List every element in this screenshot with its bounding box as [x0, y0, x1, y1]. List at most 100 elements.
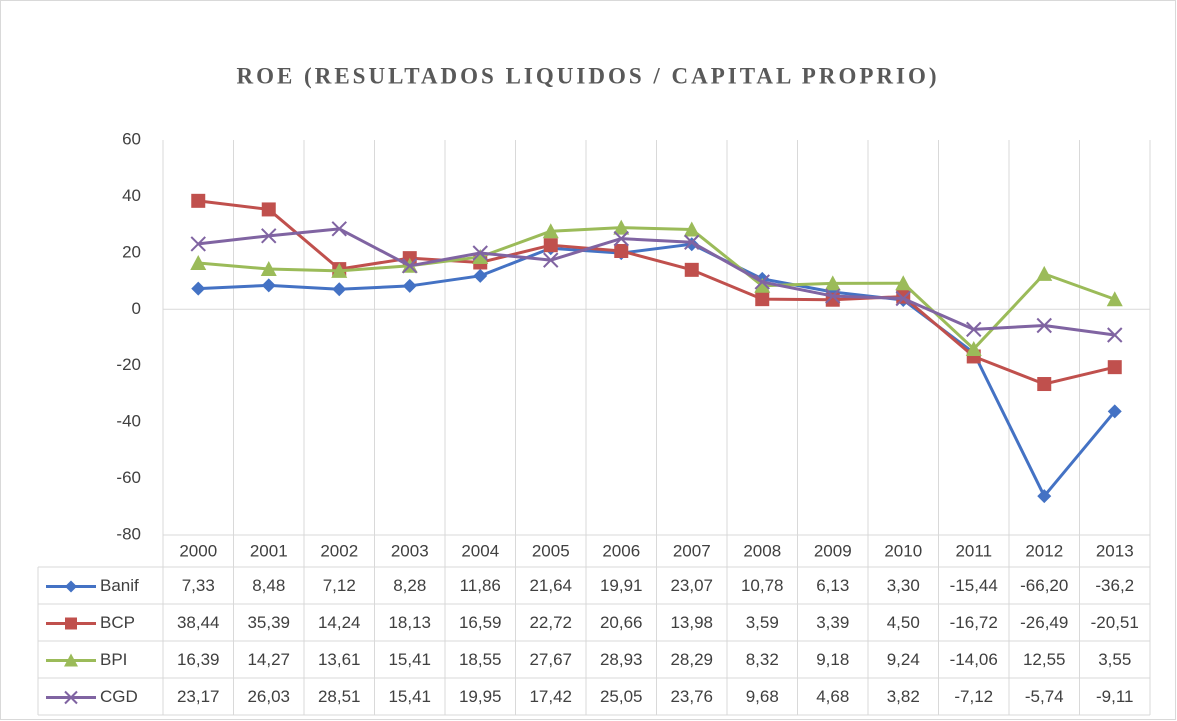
marker-stroke — [895, 290, 911, 307]
table-value: 4,68 — [816, 687, 849, 706]
table-value: 21,64 — [529, 576, 572, 595]
marker-stroke — [754, 274, 770, 290]
marker — [1107, 360, 1122, 375]
table-value: -36,2 — [1095, 576, 1134, 595]
table-value: 10,78 — [741, 576, 784, 595]
series-line — [198, 199, 1116, 386]
table-value: -5,74 — [1025, 687, 1064, 706]
marker-stroke — [402, 258, 418, 274]
x-tick-label: 2003 — [391, 541, 429, 560]
table-value: 7,33 — [182, 576, 215, 595]
table-value: 3,59 — [746, 613, 779, 632]
table-value: 11,86 — [460, 576, 501, 595]
table-value: 23,76 — [670, 687, 713, 706]
y-tick-label: -80 — [116, 524, 141, 543]
chart-title: ROE (RESULTADOS LIQUIDOS / CAPITAL PROPR… — [236, 63, 939, 88]
marker — [965, 340, 982, 356]
table-value: -15,44 — [950, 576, 998, 595]
table-value: 8,32 — [746, 650, 779, 669]
table-value: 9,18 — [816, 650, 849, 669]
x-tick-label: 2012 — [1025, 541, 1063, 560]
marker — [1036, 265, 1053, 281]
marker-stroke — [684, 234, 700, 250]
table-value: 9,24 — [887, 650, 920, 669]
table-value: -9,11 — [1096, 687, 1134, 706]
marker — [261, 278, 276, 293]
marker — [331, 262, 348, 278]
marker — [895, 290, 911, 307]
marker-stroke — [1107, 327, 1123, 343]
marker — [683, 221, 700, 237]
marker-stroke — [472, 245, 488, 261]
marker — [402, 278, 417, 293]
y-tick-label: -20 — [116, 355, 141, 374]
legend-label: BCP — [100, 613, 135, 632]
x-tick-label: 2002 — [320, 541, 358, 560]
table-value: 27,67 — [529, 650, 572, 669]
marker — [824, 275, 841, 291]
table-value: 25,05 — [600, 687, 643, 706]
table-value: 22,72 — [529, 613, 572, 632]
table-value: -7,12 — [954, 687, 993, 706]
table-value: 38,44 — [177, 613, 220, 632]
marker — [402, 258, 418, 274]
table-value: -16,72 — [950, 613, 998, 632]
table-value: -20,51 — [1091, 613, 1139, 632]
table-value: 9,68 — [746, 687, 779, 706]
marker-stroke — [190, 236, 206, 252]
marker-stroke — [825, 288, 841, 304]
marker — [614, 243, 629, 258]
marker — [543, 252, 559, 268]
marker — [825, 288, 841, 304]
x-tick-label: 2001 — [250, 541, 288, 560]
table-value: 4,50 — [887, 613, 920, 632]
table-value: 14,24 — [318, 613, 361, 632]
table-value: 28,29 — [670, 650, 713, 669]
y-tick-label: 0 — [132, 299, 141, 318]
marker — [190, 255, 207, 271]
marker — [472, 248, 489, 264]
x-tick-label: 2006 — [602, 541, 640, 560]
legend-marker — [65, 580, 77, 593]
marker-stroke — [1036, 317, 1052, 334]
y-tick-label: -40 — [116, 412, 141, 431]
table-value: -26,49 — [1020, 613, 1068, 632]
y-tick-label: 20 — [122, 242, 141, 261]
x-tick-label: 2000 — [179, 541, 217, 560]
marker — [1036, 317, 1052, 334]
x-tick-label: 2007 — [673, 541, 711, 560]
marker — [613, 230, 629, 247]
table-value: 6,13 — [816, 576, 849, 595]
marker — [1037, 489, 1052, 504]
table-value: 3,30 — [887, 576, 920, 595]
table-value: 18,13 — [388, 613, 431, 632]
marker — [684, 262, 699, 277]
table-value: 20,66 — [600, 613, 643, 632]
table-value: 23,17 — [177, 687, 220, 706]
marker — [190, 236, 206, 252]
table-value: 3,55 — [1098, 650, 1131, 669]
table-value: 13,61 — [318, 650, 361, 669]
marker — [542, 223, 559, 239]
legend-label: CGD — [100, 687, 138, 706]
marker — [191, 281, 206, 296]
table-value: 8,48 — [252, 576, 285, 595]
table-value: 35,39 — [247, 613, 290, 632]
marker — [473, 268, 488, 283]
series-line — [198, 242, 1116, 498]
marker — [191, 193, 206, 208]
table-value: 28,51 — [318, 687, 361, 706]
legend-label: BPI — [100, 650, 127, 669]
table-value: 3,39 — [816, 613, 849, 632]
marker — [754, 277, 771, 293]
y-tick-label: 40 — [122, 186, 141, 205]
x-tick-label: 2008 — [743, 541, 781, 560]
marker — [261, 202, 276, 217]
marker-stroke — [64, 690, 78, 705]
marker — [1106, 291, 1123, 307]
marker — [966, 321, 982, 338]
marker — [755, 292, 770, 307]
marker — [332, 282, 347, 297]
table-value: 14,27 — [247, 650, 290, 669]
